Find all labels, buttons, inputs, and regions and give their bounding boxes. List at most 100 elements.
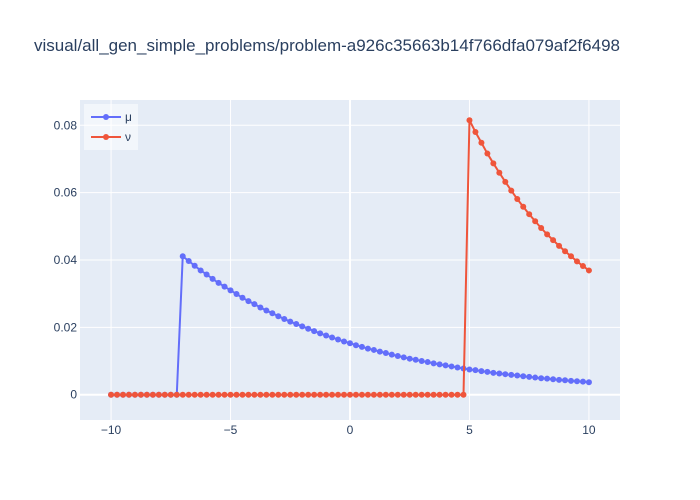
data-point-nu[interactable]	[323, 391, 330, 398]
data-point-mu[interactable]	[556, 376, 563, 383]
data-point-mu[interactable]	[394, 353, 401, 359]
data-point-nu[interactable]	[263, 391, 270, 398]
data-point-nu[interactable]	[167, 391, 174, 398]
data-point-nu[interactable]	[137, 391, 144, 398]
data-point-nu[interactable]	[424, 391, 431, 398]
data-point-mu[interactable]	[209, 275, 216, 282]
data-point-nu[interactable]	[251, 391, 258, 398]
data-point-mu[interactable]	[275, 313, 282, 320]
data-point-nu[interactable]	[585, 267, 592, 274]
data-point-nu[interactable]	[209, 391, 216, 398]
data-point-mu[interactable]	[263, 307, 270, 314]
data-point-mu[interactable]	[305, 325, 312, 332]
data-point-mu[interactable]	[245, 298, 252, 305]
data-point-nu[interactable]	[299, 391, 306, 398]
data-point-nu[interactable]	[239, 391, 246, 398]
data-point-nu[interactable]	[370, 391, 377, 398]
data-point-mu[interactable]	[311, 328, 318, 335]
data-point-mu[interactable]	[358, 343, 365, 350]
data-point-mu[interactable]	[221, 283, 228, 290]
data-point-nu[interactable]	[269, 391, 276, 398]
data-point-nu[interactable]	[568, 253, 575, 260]
data-point-mu[interactable]	[478, 368, 485, 375]
data-point-nu[interactable]	[538, 225, 545, 231]
data-point-nu[interactable]	[161, 391, 168, 398]
data-point-mu[interactable]	[508, 371, 515, 378]
data-point-mu[interactable]	[347, 340, 353, 347]
data-point-mu[interactable]	[197, 267, 204, 274]
data-point-mu[interactable]	[257, 304, 264, 311]
data-point-nu[interactable]	[287, 391, 294, 398]
data-point-nu[interactable]	[173, 391, 180, 398]
data-point-nu[interactable]	[490, 160, 497, 167]
data-point-nu[interactable]	[454, 391, 461, 398]
data-point-mu[interactable]	[317, 330, 324, 337]
data-point-mu[interactable]	[496, 370, 503, 377]
data-point-mu[interactable]	[370, 346, 377, 353]
data-point-nu[interactable]	[358, 391, 365, 398]
data-point-mu[interactable]	[448, 363, 455, 370]
data-point-nu[interactable]	[502, 178, 509, 185]
data-point-nu[interactable]	[478, 139, 485, 146]
data-point-mu[interactable]	[526, 373, 533, 380]
legend-item-mu[interactable]: μ	[91, 110, 132, 124]
data-point-nu[interactable]	[203, 391, 210, 398]
data-point-mu[interactable]	[269, 310, 276, 317]
data-point-mu[interactable]	[424, 359, 431, 366]
data-point-mu[interactable]	[490, 369, 497, 376]
data-point-mu[interactable]	[251, 301, 258, 308]
data-point-nu[interactable]	[114, 391, 121, 398]
data-point-mu[interactable]	[454, 364, 461, 371]
data-point-nu[interactable]	[335, 391, 342, 398]
data-point-nu[interactable]	[562, 248, 569, 255]
data-point-nu[interactable]	[179, 391, 186, 398]
data-point-mu[interactable]	[436, 361, 443, 368]
data-point-nu[interactable]	[221, 391, 228, 398]
data-point-nu[interactable]	[520, 203, 527, 210]
data-point-mu[interactable]	[520, 373, 527, 380]
data-point-mu[interactable]	[532, 374, 539, 381]
data-point-mu[interactable]	[191, 262, 198, 269]
data-point-nu[interactable]	[532, 218, 539, 225]
data-point-mu[interactable]	[514, 372, 521, 379]
data-point-mu[interactable]	[293, 321, 300, 327]
data-point-mu[interactable]	[472, 367, 479, 374]
data-point-nu[interactable]	[550, 237, 557, 244]
data-point-nu[interactable]	[466, 117, 473, 124]
data-point-mu[interactable]	[484, 368, 491, 375]
legend-item-nu[interactable]: ν	[91, 130, 131, 144]
data-point-nu[interactable]	[364, 391, 371, 398]
data-point-mu[interactable]	[335, 336, 342, 343]
data-point-nu[interactable]	[382, 391, 389, 398]
data-point-nu[interactable]	[245, 391, 252, 398]
data-point-mu[interactable]	[364, 345, 371, 352]
data-point-nu[interactable]	[484, 150, 491, 157]
data-point-mu[interactable]	[579, 378, 586, 385]
data-point-mu[interactable]	[281, 315, 288, 322]
data-point-nu[interactable]	[418, 391, 425, 398]
data-point-mu[interactable]	[430, 360, 437, 367]
data-point-nu[interactable]	[514, 196, 521, 203]
data-point-nu[interactable]	[131, 391, 138, 398]
data-point-mu[interactable]	[287, 318, 294, 325]
data-point-mu[interactable]	[341, 338, 348, 345]
data-point-nu[interactable]	[191, 391, 198, 398]
data-point-nu[interactable]	[233, 391, 240, 398]
data-point-mu[interactable]	[466, 366, 473, 373]
data-point-mu[interactable]	[568, 377, 575, 384]
data-point-nu[interactable]	[185, 391, 192, 398]
data-point-nu[interactable]	[412, 391, 419, 398]
data-point-nu[interactable]	[442, 391, 449, 398]
data-point-nu[interactable]	[556, 242, 563, 249]
data-point-nu[interactable]	[448, 391, 455, 398]
data-point-nu[interactable]	[329, 391, 336, 398]
data-point-nu[interactable]	[352, 391, 359, 398]
data-point-nu[interactable]	[293, 391, 300, 398]
data-point-mu[interactable]	[323, 332, 330, 339]
data-point-nu[interactable]	[311, 391, 318, 398]
data-point-mu[interactable]	[239, 294, 246, 301]
data-point-mu[interactable]	[376, 348, 383, 355]
data-point-nu[interactable]	[573, 258, 580, 265]
data-point-nu[interactable]	[430, 391, 437, 398]
data-point-mu[interactable]	[502, 371, 509, 378]
